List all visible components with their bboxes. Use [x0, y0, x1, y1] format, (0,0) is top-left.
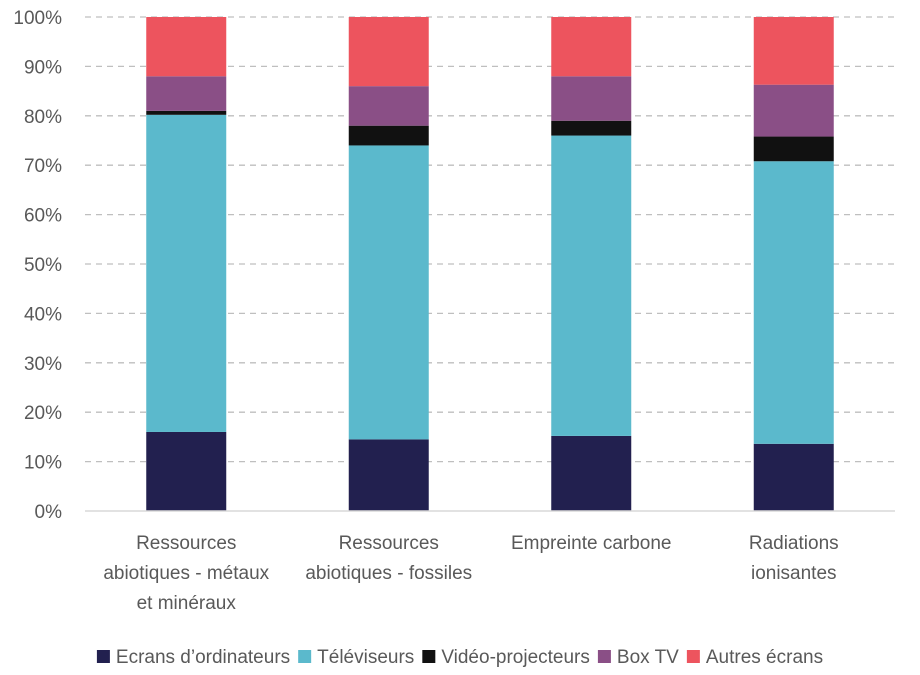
- x-tick-label: ionisantes: [751, 563, 837, 584]
- bar-segment: [551, 435, 632, 511]
- legend-swatch: [686, 650, 700, 663]
- legend-item: Ecrans d’ordinateurs: [96, 647, 290, 668]
- legend-swatch: [422, 650, 436, 663]
- x-tick-label: abiotiques - fossiles: [305, 563, 472, 584]
- x-tick-label: Ressources: [136, 533, 236, 554]
- bar-segment: [753, 161, 834, 444]
- bar-segment: [348, 17, 429, 87]
- bar-segment: [348, 439, 429, 511]
- legend-label: Box TV: [617, 647, 679, 668]
- bar-segment: [551, 135, 632, 436]
- y-tick-label: 60%: [24, 206, 62, 227]
- bar-segment: [753, 17, 834, 85]
- bar-segment: [146, 110, 227, 115]
- bar-segment: [551, 76, 632, 121]
- legend-item: Autres écrans: [686, 647, 823, 668]
- legend: Ecrans d’ordinateurs Téléviseurs Vidéo-pro…: [96, 647, 823, 668]
- legend-label: Autres écrans: [706, 647, 823, 668]
- bar-segment: [753, 136, 834, 162]
- legend-swatch: [597, 650, 611, 663]
- y-tick-label: 30%: [24, 354, 62, 375]
- bar-segment: [146, 114, 227, 432]
- legend-label: Ecrans d’ordinateurs: [116, 647, 290, 668]
- bar-segment: [348, 125, 429, 146]
- y-tick-label: 40%: [24, 304, 62, 325]
- y-tick-label: 10%: [24, 453, 62, 474]
- bar-segment: [551, 120, 632, 136]
- y-tick-label: 100%: [13, 8, 62, 29]
- bar-segment: [146, 76, 227, 111]
- bar-segment: [146, 17, 227, 77]
- bar-segment: [348, 86, 429, 126]
- legend-label: Téléviseurs: [317, 647, 414, 668]
- bar-segment: [551, 17, 632, 77]
- y-tick-label: 80%: [24, 107, 62, 128]
- legend-item: Vidéo-projecteurs: [422, 647, 590, 668]
- bar-segment: [753, 84, 834, 137]
- y-tick-label: 50%: [24, 255, 62, 276]
- x-tick-label: Ressources: [339, 533, 439, 554]
- bar-segment: [753, 443, 834, 511]
- bars: [146, 17, 834, 511]
- x-tick-label: et minéraux: [137, 593, 237, 614]
- legend-swatch: [298, 650, 312, 663]
- axes: 0% 10% 20% 30% 40% 50% 60% 70% 80% 90% 100% Ressour…: [13, 8, 895, 614]
- y-tick-label: 90%: [24, 57, 62, 78]
- bar-segment: [146, 431, 227, 511]
- legend-item: Box TV: [597, 647, 679, 668]
- legend-item: Téléviseurs: [298, 647, 414, 668]
- bar-segment: [348, 145, 429, 440]
- y-tick-label: 20%: [24, 403, 62, 424]
- x-tick-label: abiotiques - métaux: [103, 563, 269, 584]
- legend-label: Vidéo-projecteurs: [441, 647, 590, 668]
- y-tick-label: 70%: [24, 156, 62, 177]
- legend-swatch: [96, 650, 110, 663]
- x-tick-label: Empreinte carbone: [511, 533, 672, 554]
- y-tick-label: 0%: [35, 502, 63, 523]
- x-tick-label: Radiations: [749, 533, 839, 554]
